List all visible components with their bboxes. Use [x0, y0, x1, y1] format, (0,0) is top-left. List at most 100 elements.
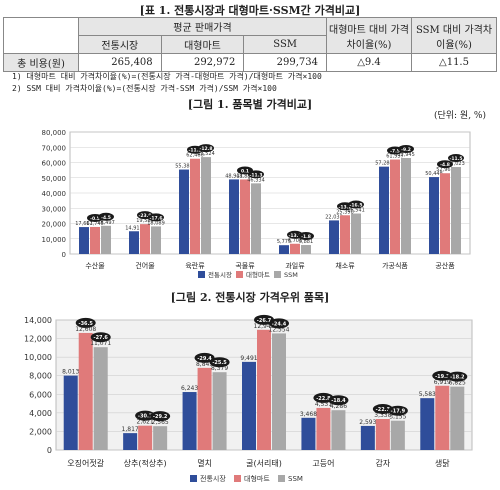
y-tick-label: 80,000	[42, 129, 67, 137]
diff-badge-label: -27.6	[94, 335, 109, 341]
bar-value-label: 12,554	[269, 326, 290, 333]
bar-traditional	[429, 177, 439, 254]
diff-badge	[198, 144, 214, 153]
y-tick-label: 12,000	[24, 335, 52, 344]
bar-ssm	[351, 213, 361, 254]
bar-ssm	[390, 420, 405, 450]
legend-label: 전통시장	[208, 270, 232, 279]
legend-swatch	[190, 475, 197, 482]
diff-badge-label: -11.3	[250, 172, 263, 178]
bar-value-label: 5,775	[277, 239, 291, 245]
footnote-1: 1) 대형마트 대비 가격차이율(%)=(전통시장 가격-대형마트 가격)/대형…	[12, 72, 322, 81]
y-tick-label: 0	[62, 251, 66, 259]
bar-value-label: 9,491	[240, 355, 257, 362]
category-label: 멸치	[197, 458, 212, 468]
bar-value-label: 3,468	[300, 411, 317, 418]
y-tick-label: 4,000	[29, 409, 52, 418]
category-label: 과일류	[285, 261, 305, 270]
bar-value-label: 57,284	[375, 161, 393, 167]
y-tick-label: 8,000	[29, 372, 52, 381]
bar-value-label: 22,033	[325, 214, 343, 220]
diff-badge-label: -22.8	[316, 396, 331, 402]
diff-badge	[254, 314, 274, 325]
diff-badge-label: -22.3	[376, 407, 391, 413]
diff-badge	[447, 371, 468, 382]
diff-badge	[298, 232, 314, 241]
y-tick-label: 20,000	[42, 221, 67, 229]
bar-value-label: 55,380	[175, 164, 193, 170]
y-tick-label: 30,000	[42, 205, 67, 213]
diff-badge	[209, 357, 230, 368]
header-ssm: SSM	[243, 35, 327, 54]
diff-badge-label: -25.5	[212, 360, 227, 366]
cell-mart: 292,972	[160, 53, 245, 72]
diff-badge	[348, 200, 364, 209]
footnotes: 1) 대형마트 대비 가격차이율(%)=(전통시장 가격-대형마트 가격)/대형…	[12, 71, 322, 95]
bar-ssm	[93, 347, 108, 450]
bar-mart	[440, 173, 450, 254]
bar-value-label: 25,390	[336, 209, 354, 215]
bar-value-label: 62,945	[397, 152, 415, 158]
bar-value-label: 14,911	[125, 225, 143, 231]
diff-badge-label: -11.3	[189, 148, 202, 154]
bar-value-label: 17,661	[75, 221, 93, 227]
bar-mart	[240, 179, 250, 254]
diff-badge-label: -16.5	[350, 203, 363, 209]
bar-value-label: 62,460	[186, 153, 204, 159]
bar-ssm	[301, 245, 311, 254]
bar-ssm	[272, 333, 286, 450]
bar-value-label: 8,379	[211, 365, 228, 372]
y-tick-label: 10,000	[24, 353, 52, 362]
bar-traditional	[420, 398, 435, 450]
chart1-svg: 0 10,000 20,000 30,000 40,000 50,000 60,000 70,…	[42, 129, 471, 279]
bar-mart	[390, 159, 400, 254]
y-tick-label: 6,000	[29, 390, 52, 399]
category-label: 곡물류	[235, 262, 255, 270]
diff-badge-label: -11.5	[450, 156, 463, 162]
y-tick-label: 2,000	[29, 427, 52, 436]
diff-badge	[248, 170, 264, 179]
bar-mart	[138, 425, 153, 450]
chart2-title: [그림 2. 전통시장 가격우위 품목]	[170, 291, 330, 304]
header-mart-diff: 대형마트 대비 가격차이율(%)	[326, 17, 412, 54]
bar-value-label: 63,524	[197, 151, 215, 157]
cell-mart-diff: △9.4	[326, 53, 412, 72]
bar-traditional	[360, 425, 375, 450]
diff-badge-label: -18.2	[450, 375, 465, 381]
bar-traditional	[63, 375, 78, 450]
bar-mart	[435, 385, 450, 450]
legend-swatch	[236, 271, 243, 278]
category-label: 오징어젓갈	[67, 458, 104, 468]
y-tick-label: 14,000	[24, 316, 52, 325]
diff-badge	[313, 392, 334, 403]
legend-label: 대형마트	[246, 270, 270, 279]
category-label: 굴(서리태)	[246, 459, 282, 468]
bar-mart	[257, 329, 271, 450]
diff-badge-label: -1.8	[301, 234, 311, 240]
diff-badge	[90, 332, 111, 343]
bar-traditional	[279, 245, 289, 254]
bar-value-label: 12,608	[75, 326, 96, 333]
category-label: 공산품	[435, 261, 455, 270]
diff-badge-label: -23.9	[139, 213, 152, 219]
legend-swatch	[234, 475, 241, 482]
bar-value-label: 48,886	[236, 173, 254, 179]
bar-value-label: 18,497	[97, 220, 115, 226]
legend-label: SSM	[288, 475, 303, 483]
bar-mart	[78, 332, 93, 450]
diff-badge-label: -12.8	[200, 146, 213, 152]
bar-ssm	[201, 157, 211, 254]
bar-value-label: 11,071	[90, 340, 111, 347]
bar-traditional	[379, 166, 389, 254]
bar-value-label: 2,593	[359, 419, 376, 426]
y-tick-label: 10,000	[42, 236, 67, 244]
legend-swatch	[274, 271, 281, 278]
diff-badge	[148, 213, 164, 222]
diff-badge-label: 0.1	[241, 168, 249, 174]
category-label: 감자	[375, 458, 390, 468]
table-corner	[3, 17, 79, 54]
diff-badge-label: -7.5	[390, 149, 400, 155]
bar-value-label: 8,013	[62, 369, 79, 376]
legend-label: 전통시장	[200, 474, 226, 483]
bar-value-label: 52,965	[436, 167, 454, 173]
